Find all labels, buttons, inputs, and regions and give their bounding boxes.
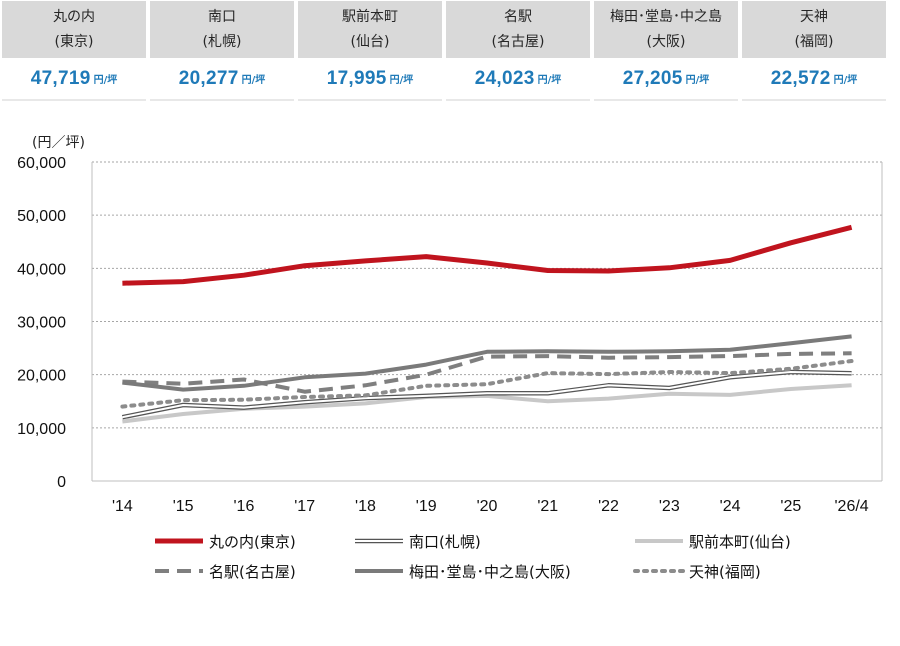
- card-header: 南口 (札幌): [150, 1, 294, 58]
- summary-card-minamiguchi: 南口 (札幌) 20,277 円/坪: [150, 1, 294, 101]
- summary-card-umeda: 梅田･堂島･中之島 (大阪) 27,205 円/坪: [594, 1, 738, 101]
- summary-cards: 丸の内 (東京) 47,719 円/坪 南口 (札幌) 20,277 円/坪 駅…: [2, 1, 886, 101]
- card-header: 丸の内 (東京): [2, 1, 146, 58]
- card-value-row: 22,572 円/坪: [742, 58, 886, 101]
- card-value-row: 24,023 円/坪: [446, 58, 590, 101]
- city-name: (大阪): [646, 33, 686, 50]
- area-name: 南口: [208, 8, 236, 25]
- x-tick-label: '25: [780, 498, 801, 515]
- x-tick-label: '14: [112, 498, 133, 515]
- x-tick-label: '17: [294, 498, 315, 515]
- y-tick-label: 10,000: [17, 421, 66, 438]
- x-tick-label: '15: [173, 498, 194, 515]
- legend-label: 梅田･堂島･中之島(大阪): [409, 563, 571, 581]
- legend-label: 名駅(名古屋): [209, 563, 296, 581]
- rent-value: 22,572: [770, 67, 831, 89]
- series-line-1-inner: [122, 371, 852, 419]
- rent-unit: 円/坪: [685, 75, 710, 86]
- area-name: 丸の内: [53, 8, 95, 25]
- rent-unit: 円/坪: [537, 75, 562, 86]
- area-name: 梅田･堂島･中之島: [610, 8, 722, 25]
- legend-label: 丸の内(東京): [209, 533, 296, 551]
- summary-card-marunouchi: 丸の内 (東京) 47,719 円/坪: [2, 1, 146, 101]
- series-line-3: [122, 351, 852, 394]
- rent-value: 20,277: [178, 67, 239, 89]
- x-tick-label: '24: [720, 498, 741, 515]
- y-tick-label: 60,000: [17, 155, 66, 172]
- rent-unit: 円/坪: [833, 75, 858, 86]
- series-lines: [120, 224, 854, 424]
- x-tick-label: '21: [537, 498, 558, 515]
- summary-card-meieki: 名駅 (名古屋) 24,023 円/坪: [446, 1, 590, 101]
- card-value-row: 27,205 円/坪: [594, 58, 738, 101]
- y-axis-ticks: 0 10,000 20,000 30,000 40,000 50,000 60,000: [17, 155, 66, 491]
- rent-value: 17,995: [326, 67, 387, 89]
- x-tick-label: '26/4: [835, 498, 869, 515]
- y-tick-label: 0: [57, 474, 66, 491]
- rent-value: 24,023: [474, 67, 535, 89]
- grid-lines: [91, 161, 883, 482]
- city-name: (札幌): [202, 33, 242, 50]
- series-line-0: [122, 224, 853, 286]
- legend-label: 天神(福岡): [689, 563, 761, 581]
- x-tick-label: '22: [598, 498, 619, 515]
- summary-card-ekimaehonmachi: 駅前本町 (仙台) 17,995 円/坪: [298, 1, 442, 101]
- series-line-5: [120, 359, 854, 409]
- x-tick-label: '20: [477, 498, 498, 515]
- rent-unit: 円/坪: [241, 75, 266, 86]
- rent-value: 47,719: [30, 67, 91, 89]
- legend-label: 南口(札幌): [409, 533, 481, 551]
- city-name: (名古屋): [491, 33, 545, 50]
- card-value-row: 20,277 円/坪: [150, 58, 294, 101]
- y-tick-label: 20,000: [17, 368, 66, 385]
- y-tick-label: 30,000: [17, 315, 66, 332]
- x-tick-label: '16: [233, 498, 254, 515]
- x-tick-label: '19: [416, 498, 437, 515]
- summary-card-tenjin: 天神 (福岡) 22,572 円/坪: [742, 1, 886, 101]
- series-line-2: [122, 383, 852, 424]
- legend-label: 駅前本町(仙台): [689, 533, 791, 551]
- y-tick-label: 40,000: [17, 261, 66, 278]
- city-name: (仙台): [350, 33, 390, 50]
- x-tick-label: '23: [659, 498, 680, 515]
- x-tick-label: '18: [355, 498, 376, 515]
- legend: 丸の内(東京) 南口(札幌) 駅前本町(仙台) 名駅(名古屋) 梅田･堂島･中之島(大阪…: [155, 533, 791, 581]
- rent-value: 27,205: [622, 67, 683, 89]
- city-name: (東京): [54, 33, 94, 50]
- x-axis-ticks: '14 '15 '16 '17 '18 '19 '20 '21 '22 '23 '24 '25 '26/…: [112, 498, 869, 515]
- area-name: 駅前本町: [342, 8, 398, 25]
- card-value-row: 17,995 円/坪: [298, 58, 442, 101]
- rent-unit: 円/坪: [389, 75, 414, 86]
- rent-unit: 円/坪: [93, 75, 118, 86]
- series-line-4: [122, 334, 852, 392]
- city-name: (福岡): [794, 33, 834, 50]
- card-value-row: 47,719 円/坪: [2, 58, 146, 101]
- y-tick-label: 50,000: [17, 208, 66, 225]
- card-header: 名駅 (名古屋): [446, 1, 590, 58]
- card-header: 天神 (福岡): [742, 1, 886, 58]
- card-header: 駅前本町 (仙台): [298, 1, 442, 58]
- card-header: 梅田･堂島･中之島 (大阪): [594, 1, 738, 58]
- area-name: 天神: [800, 8, 828, 25]
- area-name: 名駅: [504, 8, 532, 25]
- y-axis-label: (円／坪): [32, 135, 85, 151]
